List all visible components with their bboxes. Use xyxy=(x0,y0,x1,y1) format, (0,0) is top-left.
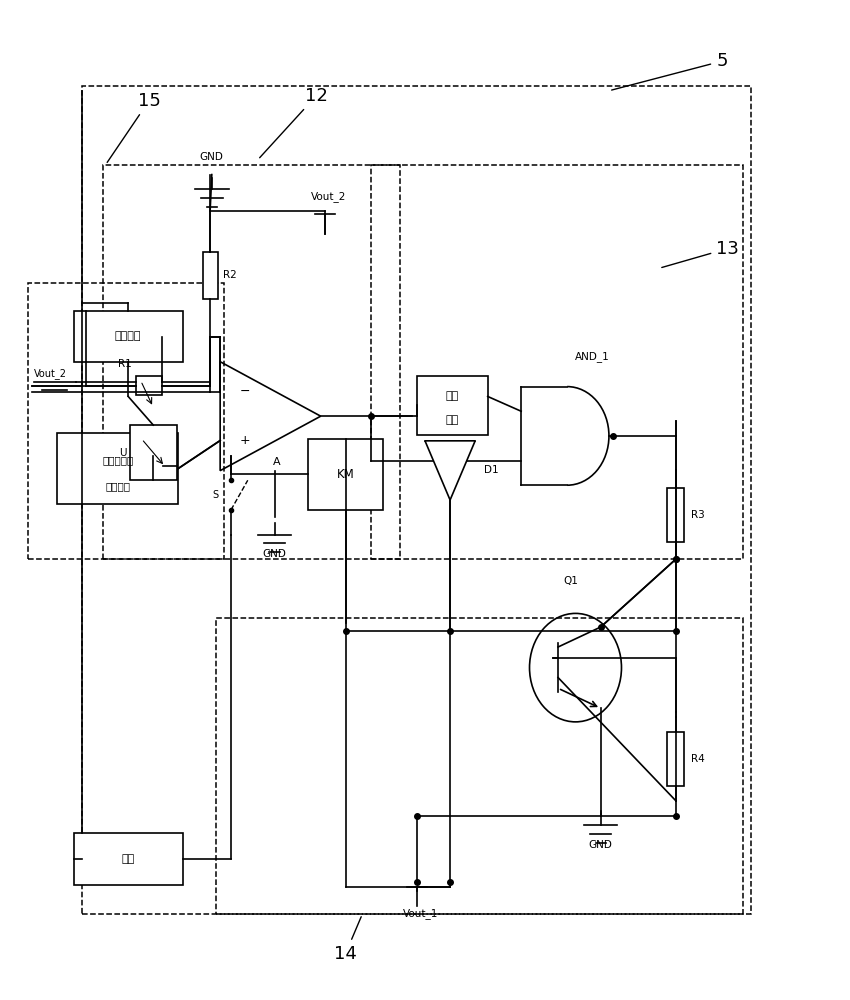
Text: 测得电压: 测得电压 xyxy=(105,481,130,491)
Bar xyxy=(136,376,162,395)
Bar xyxy=(667,488,684,542)
Text: 气压传感器: 气压传感器 xyxy=(102,455,133,465)
Bar xyxy=(103,165,400,559)
Text: Vout_2: Vout_2 xyxy=(311,191,347,202)
Bar xyxy=(28,283,224,559)
Text: A: A xyxy=(274,457,281,467)
Text: 延时: 延时 xyxy=(445,391,459,401)
Text: 焊机: 焊机 xyxy=(122,854,135,864)
Text: 12: 12 xyxy=(259,87,328,158)
Text: R1: R1 xyxy=(118,359,132,369)
Text: KM: KM xyxy=(337,468,354,481)
Polygon shape xyxy=(425,441,475,500)
Text: GND: GND xyxy=(200,152,224,162)
Text: GND: GND xyxy=(263,549,286,559)
Bar xyxy=(667,732,684,786)
Text: 15: 15 xyxy=(107,92,161,162)
Text: 13: 13 xyxy=(662,240,740,267)
Text: Q1: Q1 xyxy=(564,576,578,586)
Text: R4: R4 xyxy=(691,754,705,764)
Bar xyxy=(82,86,751,914)
Bar xyxy=(308,439,383,510)
Text: R3: R3 xyxy=(691,510,705,520)
Text: 5: 5 xyxy=(612,52,728,90)
Text: 14: 14 xyxy=(334,917,361,963)
Bar xyxy=(57,433,178,504)
Text: +: + xyxy=(240,434,250,447)
Bar xyxy=(74,311,183,362)
Text: AND_1: AND_1 xyxy=(575,351,609,362)
Bar xyxy=(202,251,218,299)
Text: −: − xyxy=(240,385,250,398)
Text: D1: D1 xyxy=(484,465,498,475)
Bar xyxy=(216,618,743,914)
Text: U: U xyxy=(119,448,127,458)
Text: Vout_1: Vout_1 xyxy=(403,908,439,919)
Bar xyxy=(371,165,743,559)
Text: 交流电源: 交流电源 xyxy=(115,331,141,341)
Text: S: S xyxy=(212,490,218,500)
Text: R2: R2 xyxy=(224,270,237,280)
Bar xyxy=(74,833,183,885)
Bar xyxy=(416,376,488,435)
Text: 电路: 电路 xyxy=(445,415,459,425)
Bar xyxy=(130,425,177,480)
Text: Vout_2: Vout_2 xyxy=(34,368,66,379)
Text: GND: GND xyxy=(589,840,613,850)
